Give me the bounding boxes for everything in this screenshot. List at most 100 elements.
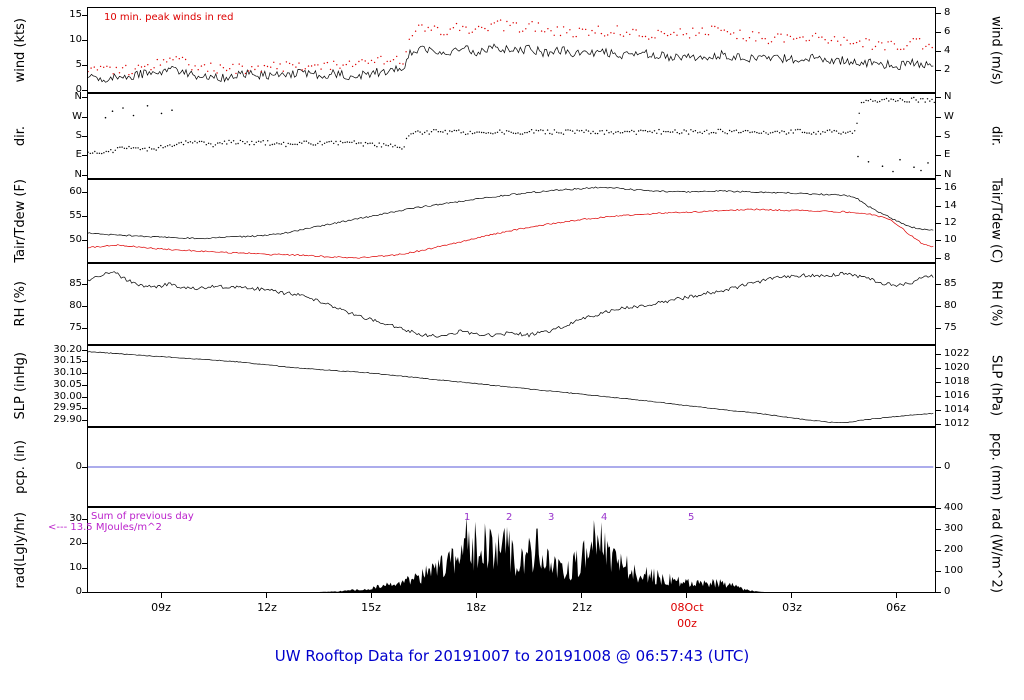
- x-tick-label-08Oct: 08Oct: [670, 601, 704, 614]
- dir-right-tickmark: [936, 136, 941, 137]
- wind-right-tick: 6: [944, 26, 951, 37]
- slp-right-tickmark: [936, 410, 941, 411]
- dir-right-tickmark: [936, 175, 941, 176]
- pcp-panel: [87, 427, 936, 507]
- temp-right-tick: 10: [944, 234, 957, 245]
- pcp-left-axis-label: pcp. (in): [12, 440, 28, 494]
- rad-right-tick: 300: [944, 523, 964, 534]
- dir-left-tick: E: [75, 149, 82, 160]
- temp-right-axis-label: Tair/Tdew (C): [988, 178, 1004, 264]
- rad-right-tickmark: [936, 571, 941, 572]
- slp-right-axis-label: SLP (hPa): [988, 355, 1004, 417]
- wind-annotation-0: 10 min. peak winds in red: [104, 12, 234, 23]
- slp-right-tick: 1016: [944, 390, 970, 401]
- slp-right-tickmark: [936, 368, 941, 369]
- dir-left-tick: N: [74, 91, 82, 102]
- slp-left-tickmark: [82, 350, 87, 351]
- slp-left-tick: 30.00: [53, 391, 82, 402]
- rad-marker-4: 4: [601, 512, 608, 523]
- slp-plot: [88, 351, 934, 424]
- dir-right-tickmark: [936, 155, 941, 156]
- rh-left-tickmark: [82, 328, 87, 329]
- rad-right-tickmark: [936, 592, 941, 593]
- wind-left-tick: 5: [75, 59, 82, 70]
- rh-right-tick: 80: [944, 300, 957, 311]
- wind-right-tick: 8: [944, 7, 951, 18]
- wind-left-tickmark: [82, 90, 87, 91]
- rh-left-tickmark: [82, 306, 87, 307]
- temp-right-tickmark: [936, 240, 941, 241]
- rh-left-tickmark: [82, 284, 87, 285]
- slp-panel: [87, 345, 936, 427]
- x-tickmark-03z: [791, 593, 792, 598]
- pcp-right-tick: 0: [944, 461, 951, 472]
- temp-plot: [88, 186, 934, 259]
- wind-avg-trace: [88, 43, 934, 83]
- wind-right-tickmark: [936, 13, 941, 14]
- slp-right-tick: 1014: [944, 404, 970, 415]
- temp-right-tickmark: [936, 188, 941, 189]
- x-tickmark-18z: [476, 593, 477, 598]
- wind-left-axis-label: wind (kts): [12, 17, 28, 83]
- x-tickmark-21z: [581, 593, 582, 598]
- pcp-left-tick: 0: [75, 461, 82, 472]
- temp-right-tick: 12: [944, 217, 957, 228]
- x-tick-label-21z: 21z: [572, 601, 592, 614]
- tdew-trace: [88, 208, 934, 259]
- slp-left-axis-label: SLP (inHg): [12, 352, 28, 420]
- rad-right-tickmark: [936, 508, 941, 509]
- wind-plot: [88, 19, 934, 83]
- rad-right-tickmark: [936, 550, 941, 551]
- rad-left-tick: 20: [69, 537, 82, 548]
- rad-marker-1: 1: [464, 512, 471, 523]
- slp-left-tickmark: [82, 408, 87, 409]
- dir-right-tick: N: [944, 91, 952, 102]
- x-tickmark-15z: [371, 593, 372, 598]
- rh-right-tick: 85: [944, 278, 957, 289]
- slp-right-tick: 1012: [944, 418, 970, 429]
- wind-left-tickmark: [82, 15, 87, 16]
- x-tick-label-03z: 03z: [782, 601, 802, 614]
- dir-left-tickmark: [82, 155, 87, 156]
- rad-marker-5: 5: [688, 512, 695, 523]
- rad-panel: [87, 507, 936, 593]
- dir-left-tickmark: [82, 136, 87, 137]
- pcp-plot: [88, 466, 934, 468]
- pcp-right-axis-label: pcp. (mm): [988, 433, 1004, 501]
- rh-right-tickmark: [936, 328, 941, 329]
- slp-left-tickmark: [82, 397, 87, 398]
- slp-left-tickmark: [82, 373, 87, 374]
- temp-right-tickmark: [936, 206, 941, 207]
- slp-left-tick: 30.20: [53, 344, 82, 355]
- pcp-right-tickmark: [936, 467, 941, 468]
- temp-left-tick: 60: [69, 186, 82, 197]
- pcp-left-tickmark: [82, 467, 87, 468]
- slp-left-tick: 30.15: [53, 355, 82, 366]
- x-tickmark-08Oct: [686, 593, 687, 598]
- dir-right-tick: W: [944, 111, 954, 122]
- dir-plot: [88, 96, 935, 173]
- rad-right-tick: 100: [944, 565, 964, 576]
- wind-right-axis-label: wind (m/s): [988, 15, 1004, 85]
- temp-right-tick: 14: [944, 200, 957, 211]
- dir-left-tick: S: [75, 130, 82, 141]
- rh-right-axis-label: RH (%): [988, 281, 1004, 327]
- rad-annotation-1: <--- 13.5 MJoules/m^2: [48, 522, 162, 533]
- x-tickmark-09z: [161, 593, 162, 598]
- rad-right-tickmark: [936, 529, 941, 530]
- slp-trace: [88, 351, 934, 424]
- temp-left-tickmark: [82, 216, 87, 217]
- slp-right-tickmark: [936, 354, 941, 355]
- temp-left-tick: 50: [69, 234, 82, 245]
- slp-right-tick: 1022: [944, 348, 970, 359]
- dir-right-tick: N: [944, 169, 952, 180]
- rh-left-tick: 75: [69, 322, 82, 333]
- solar-area: [88, 516, 935, 592]
- temp-right-tickmark: [936, 258, 941, 259]
- x-tick-label-06z: 06z: [886, 601, 906, 614]
- dir-left-axis-label: dir.: [12, 125, 28, 147]
- x-tick-label-12z: 12z: [257, 601, 277, 614]
- rad-right-tick: 400: [944, 502, 964, 513]
- rad-left-tickmark: [82, 568, 87, 569]
